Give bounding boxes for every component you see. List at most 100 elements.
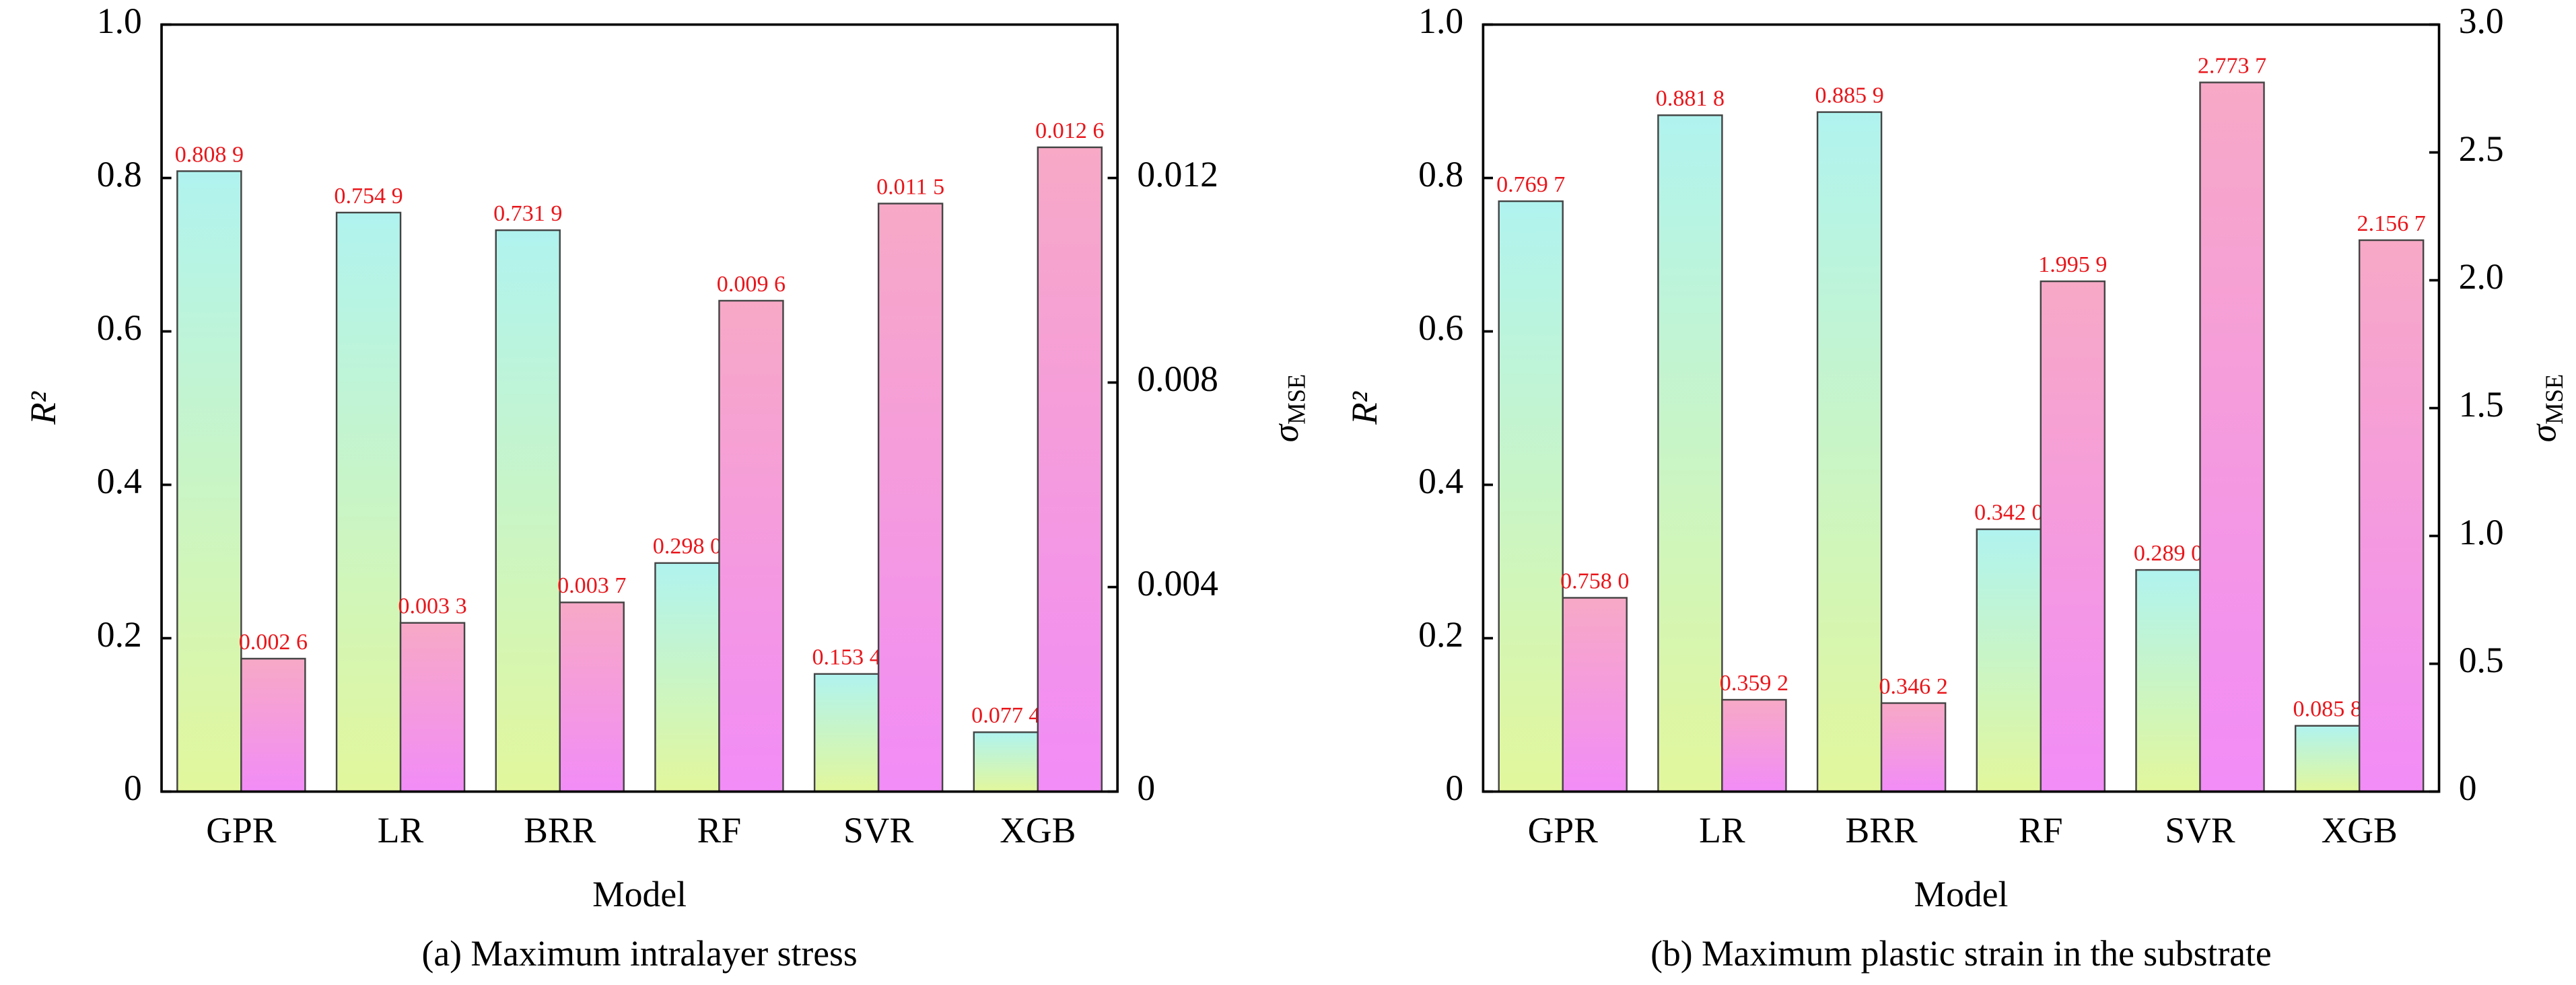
bar [559,601,625,793]
x-tick-label: SVR [2165,810,2235,850]
bar [176,170,242,793]
y-tick-label: 0.8 [1418,154,1463,194]
bar [2294,725,2361,793]
value-label: 0.009 6 [717,272,786,297]
chart: 0.769 7 0.881 8 0.885 9 0.342 0 0.289 0 0.085… [1344,1,2568,974]
y-axis-label: R² [23,391,63,425]
bar [654,562,720,793]
value-label: 0.769 7 [1496,172,1565,197]
bar [1976,528,2042,793]
y2-axis-label: σMSE [2523,374,2569,443]
x-tick-label: BRR [1845,810,1917,850]
value-label: 0.758 0 [1560,569,1629,593]
y2-tick-label: 0.012 [1137,154,1218,194]
bar [1562,597,1628,793]
value-label: 0.002 6 [239,630,308,655]
bar [2135,569,2201,793]
value-label: 0.885 9 [1815,83,1883,108]
bar [495,229,561,793]
bar [1816,111,1883,793]
y-tick-label: 1.0 [97,1,142,41]
value-label: 0.731 9 [493,201,562,226]
caption: (b) Maximum plastic strain in the substr… [1650,933,2272,974]
y2-tick-label: 0.004 [1137,563,1218,604]
y2-axis-label: σMSE [1265,374,1311,443]
value-label: 0.342 0 [1974,501,2043,525]
value-label: 0.808 9 [175,142,244,167]
y-tick-label: 0.2 [97,614,142,655]
x-tick-label: SVR [843,810,913,850]
value-label: 0.289 0 [2134,541,2202,566]
x-tick-label: XGB [2322,810,2398,850]
y-tick-label: 0.4 [97,461,142,501]
y2-tick-label: 0.008 [1137,359,1218,399]
value-label: 0.085 8 [2293,697,2362,722]
bar [1498,200,1564,793]
y-tick-label: 0 [124,768,142,808]
x-axis-label: Model [1914,874,2009,914]
bar [1657,114,1723,793]
y2-label-symbol: σ [1265,423,1306,442]
bar [718,299,784,793]
value-label: 0.077 4 [971,703,1040,728]
x-tick-label: RF [2019,810,2063,850]
x-tick-label: LR [1699,810,1745,850]
y-tick-label: 0.8 [97,154,142,194]
value-label: 0.298 0 [653,534,722,559]
value-label: 0.754 9 [334,184,403,209]
y2-label-subscript: MSE [1283,374,1311,425]
bar [399,622,466,793]
y-tick-label: 0.2 [1418,614,1463,655]
plot-frame [160,23,1119,793]
y-tick-label: 0 [1445,768,1463,808]
y-tick-label: 0.4 [1418,461,1463,501]
y-axis-label: R² [1344,391,1385,425]
bar [2040,280,2106,793]
y-tick-label: 0.6 [1418,307,1463,348]
bar [1721,698,1787,793]
value-label: 0.003 7 [557,573,626,598]
x-tick-label: LR [378,810,424,850]
bar [335,211,402,793]
value-label: 1.995 9 [2038,252,2107,277]
value-label: 0.881 8 [1656,86,1725,111]
x-tick-label: XGB [1000,810,1076,850]
x-axis-label: Model [592,874,687,914]
bar [877,203,944,793]
y2-tick-label: 1.5 [2459,384,2504,425]
value-label: 0.359 2 [1720,671,1788,696]
value-label: 2.156 7 [2357,211,2426,236]
bar [1880,702,1947,793]
bar [2358,239,2425,793]
y2-tick-label: 2.0 [2459,256,2504,297]
bar [973,731,1039,793]
y2-tick-label: 0 [1137,768,1155,808]
y2-tick-label: 1.0 [2459,512,2504,552]
bar [1037,146,1103,793]
x-tick-label: GPR [206,810,276,850]
bar [2199,81,2265,793]
x-tick-label: GPR [1528,810,1598,850]
y-tick-label: 0.6 [97,307,142,348]
caption: (a) Maximum intralayer stress [421,933,857,974]
value-label: 0.346 2 [1879,674,1947,699]
y2-tick-label: 0.5 [2459,640,2504,680]
value-label: 0.012 6 [1035,118,1104,143]
value-label: 0.003 3 [398,594,466,619]
value-label: 0.011 5 [876,174,944,199]
y2-tick-label: 3.0 [2459,1,2504,41]
chart: 0.808 9 0.754 9 0.731 9 0.298 0 0.153 4 0.077… [23,1,1311,974]
bar [813,673,880,793]
y2-label-subscript: MSE [2540,374,2568,425]
bar [240,657,306,793]
x-tick-label: BRR [524,810,596,850]
y2-label-symbol: σ [2523,423,2564,442]
y2-tick-label: 2.5 [2459,129,2504,169]
y-tick-label: 1.0 [1418,1,1463,41]
y2-tick-label: 0 [2459,768,2477,808]
x-tick-label: RF [697,810,742,850]
value-label: 0.153 4 [812,645,880,670]
value-label: 2.773 7 [2198,53,2266,78]
